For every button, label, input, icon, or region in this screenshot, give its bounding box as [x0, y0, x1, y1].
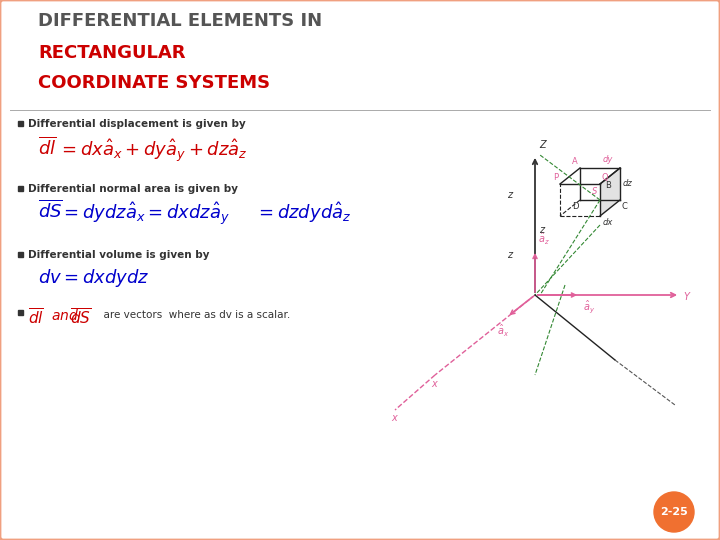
- Text: $= dx\hat{a}_x + dy\hat{a}_y + dz\hat{a}_z$: $= dx\hat{a}_x + dy\hat{a}_y + dz\hat{a}…: [58, 137, 248, 164]
- Text: $and$: $and$: [47, 308, 80, 323]
- Text: 2-25: 2-25: [660, 507, 688, 517]
- Text: $\hat{a}_y$: $\hat{a}_y$: [583, 298, 595, 315]
- Bar: [18, 186, 23, 191]
- Text: dz: dz: [623, 179, 633, 188]
- Text: x: x: [431, 379, 437, 389]
- Text: are vectors  where as dv is a scalar.: are vectors where as dv is a scalar.: [97, 310, 290, 320]
- Text: $\hat{a}_x$: $\hat{a}_x$: [497, 323, 509, 339]
- Text: Differential displacement is given by: Differential displacement is given by: [28, 119, 246, 129]
- Text: DIFFERENTIAL ELEMENTS IN: DIFFERENTIAL ELEMENTS IN: [38, 12, 322, 30]
- Text: B: B: [605, 181, 611, 191]
- Text: Differential normal area is given by: Differential normal area is given by: [28, 184, 238, 194]
- Text: $= dydz\hat{a}_x = dxdz\hat{a}_y$: $= dydz\hat{a}_x = dxdz\hat{a}_y$: [60, 200, 230, 227]
- Text: COORDINATE SYSTEMS: COORDINATE SYSTEMS: [38, 74, 270, 92]
- Text: S: S: [593, 187, 598, 197]
- Bar: [18, 121, 23, 126]
- Text: z: z: [539, 225, 544, 235]
- Text: $\overline{dS}$: $\overline{dS}$: [70, 308, 91, 328]
- Text: $\overline{dl}$: $\overline{dl}$: [38, 137, 56, 159]
- Text: $\overline{dS}$: $\overline{dS}$: [38, 200, 63, 222]
- Text: Q: Q: [602, 173, 608, 182]
- Text: $\hat{a}_z$: $\hat{a}_z$: [538, 231, 550, 247]
- Text: z: z: [507, 190, 512, 200]
- Text: P: P: [553, 173, 558, 182]
- Text: dy: dy: [603, 155, 613, 164]
- Text: x: x: [391, 413, 397, 423]
- Text: Y: Y: [683, 292, 689, 302]
- Text: $\overline{dl}$: $\overline{dl}$: [28, 308, 44, 328]
- Text: C: C: [622, 202, 628, 211]
- Text: A: A: [572, 157, 578, 166]
- Text: $= dzdyd\hat{a}_z$: $= dzdyd\hat{a}_z$: [255, 200, 351, 225]
- Circle shape: [654, 492, 694, 532]
- Text: Differential volume is given by: Differential volume is given by: [28, 250, 210, 260]
- Text: z: z: [507, 250, 512, 260]
- Text: D: D: [572, 202, 579, 211]
- Text: Z: Z: [539, 140, 546, 150]
- Text: $dv = dxdydz$: $dv = dxdydz$: [38, 267, 150, 289]
- Text: dx: dx: [603, 218, 613, 227]
- Bar: [18, 310, 23, 315]
- Polygon shape: [600, 168, 620, 216]
- Bar: [18, 252, 23, 257]
- Text: RECTANGULAR: RECTANGULAR: [38, 44, 186, 62]
